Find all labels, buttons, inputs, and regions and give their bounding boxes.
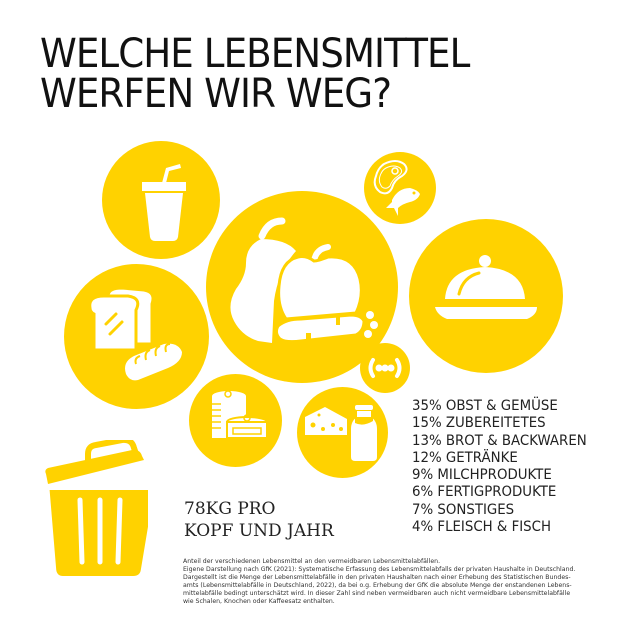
pear-apple-carrot-icon: [230, 217, 378, 344]
category-legend: 35% OBST & GEMÜSE 15% ZUBEREITETES 13% B…: [412, 398, 587, 536]
ellipsis-dots-icon: [368, 358, 402, 378]
trash-can-icon: [45, 440, 148, 576]
drink-cup-straw-icon: [142, 164, 186, 241]
title-line-1: WELCHE LEBENSMITTEL: [40, 31, 470, 77]
bubble-bread: [64, 264, 209, 409]
page-title: WELCHE LEBENSMITTEL WERFEN WIR WEG?: [40, 31, 470, 117]
footnote-line: Dargestellt ist die Menge der Lebensmitt…: [183, 574, 571, 581]
cheese-milk-bottle-icon: [305, 405, 377, 461]
toast-bread-loaf-icon: [88, 286, 182, 381]
bubble-fruit-vegetables: [206, 191, 398, 383]
serving-cloche-icon: [435, 255, 537, 319]
steak-fish-icon: [373, 160, 420, 216]
stat-line-1: 78KG PRO: [184, 499, 276, 519]
source-footnote: Anteil der verschiedenen Lebensmittel an…: [183, 558, 603, 606]
legend-item: 6% FERTIGPRODUKTE: [412, 484, 557, 501]
footnote-line: amts (Lebensmittelabfälle in Deutschland…: [183, 582, 572, 589]
bubble-ready-made: [189, 374, 282, 467]
title-line-2: WERFEN WIR WEG?: [40, 71, 392, 117]
footnote-line: mittelabfälle bedingt unterschätzt wird.…: [183, 590, 571, 597]
per-capita-stat: 78KG PRO KOPF UND JAHR: [184, 498, 334, 542]
legend-item: 15% ZUBEREITETES: [412, 415, 546, 432]
legend-item: 4% FLEISCH & FISCH: [412, 519, 551, 536]
stat-line-2: KOPF UND JAHR: [184, 521, 334, 541]
legend-item: 12% GETRÄNKE: [412, 449, 518, 466]
footnote-line: Eigene Darstellung nach GfK (2021): Syst…: [183, 566, 576, 573]
bubble-other: [360, 343, 410, 393]
bubble-meat-fish: [364, 152, 436, 224]
legend-item: 7% SONSTIGES: [412, 501, 515, 518]
footnote-line: wie Schalen, Knochen oder Kaffeesatz ent…: [183, 598, 335, 605]
bubble-prepared: [409, 219, 563, 373]
footnote-line: Anteil der verschiedenen Lebensmittel an…: [183, 558, 441, 565]
tin-cans-icon: [212, 390, 268, 439]
bubble-dairy: [297, 387, 388, 478]
legend-item: 35% OBST & GEMÜSE: [412, 398, 558, 414]
legend-item: 9% MILCHPRODUKTE: [412, 467, 552, 484]
bubble-drinks: [102, 141, 220, 259]
legend-item: 13% BROT & BACKWAREN: [412, 432, 587, 449]
